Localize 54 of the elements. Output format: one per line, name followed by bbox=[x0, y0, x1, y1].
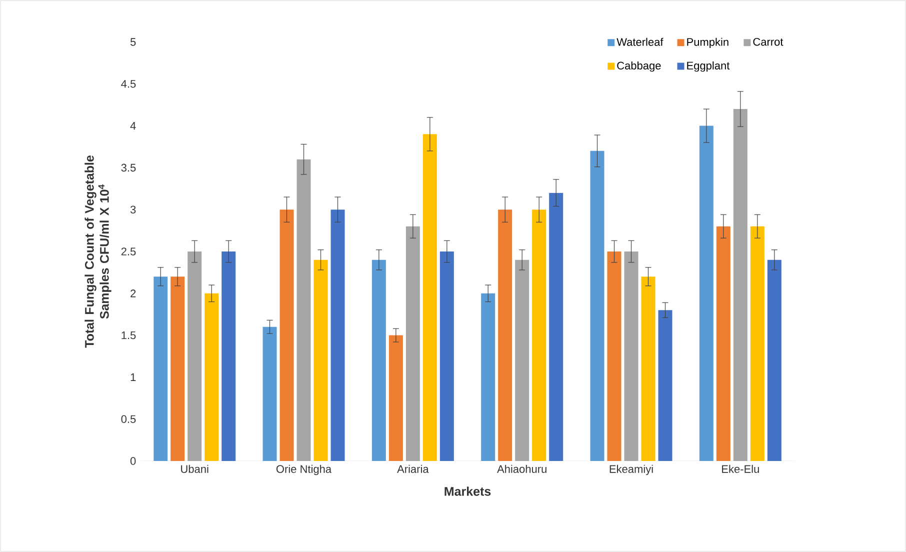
bar bbox=[406, 226, 420, 461]
bar bbox=[549, 192, 564, 461]
x-tick-label: Eke-Elu bbox=[722, 464, 759, 473]
bar bbox=[767, 260, 782, 461]
y-tick-label: 4 bbox=[130, 122, 136, 130]
bar bbox=[296, 159, 311, 461]
legend-label: Pumpkin bbox=[687, 38, 728, 48]
bar bbox=[750, 226, 764, 461]
x-tick-label: Ahiaohuru bbox=[497, 464, 546, 473]
legend-label: Carrot bbox=[753, 38, 784, 46]
bar bbox=[204, 293, 219, 461]
y-tick-label: 4.5 bbox=[121, 80, 136, 88]
y-tick-label: 3.5 bbox=[121, 164, 136, 172]
bar bbox=[170, 276, 185, 461]
bar bbox=[699, 126, 714, 461]
bar bbox=[280, 210, 294, 461]
y-tick-label: 2 bbox=[130, 290, 136, 298]
bar bbox=[532, 210, 546, 461]
x-axis-title: Markets bbox=[444, 486, 491, 496]
bar bbox=[515, 260, 530, 461]
x-tick-label: Ubani bbox=[181, 464, 208, 473]
x-tick-label: Orie Ntigha bbox=[276, 464, 332, 476]
bar bbox=[262, 326, 277, 461]
bar bbox=[330, 210, 345, 461]
legend-label: Eggplant bbox=[687, 61, 730, 72]
y-tick-label: 1.5 bbox=[122, 331, 136, 340]
bar bbox=[422, 134, 437, 461]
bar bbox=[154, 276, 168, 461]
x-tick-label: Ariaria bbox=[397, 464, 429, 473]
y-tick-label: 1 bbox=[130, 373, 136, 381]
bar bbox=[388, 335, 403, 461]
y-tick-label: 0.5 bbox=[121, 415, 136, 423]
bar bbox=[314, 260, 328, 461]
legend-label: Waterleaf bbox=[616, 38, 664, 46]
legend-label: Cabbage bbox=[617, 61, 661, 72]
bar bbox=[498, 210, 512, 461]
bar bbox=[624, 251, 638, 461]
bar bbox=[188, 251, 202, 461]
bar bbox=[641, 276, 656, 461]
y-tick-label: 3 bbox=[130, 206, 136, 214]
bar bbox=[716, 226, 730, 461]
bar bbox=[222, 251, 236, 461]
y-tick-label: 5 bbox=[130, 38, 136, 46]
bar bbox=[481, 293, 496, 461]
bar bbox=[440, 251, 454, 461]
y-axis-title: Total Fungal Count of Vegetable Samples CFU/ml X 10$^{4}$ bbox=[84, 155, 112, 348]
y-tick-label: 0 bbox=[130, 457, 136, 465]
bar bbox=[733, 109, 748, 461]
bar bbox=[590, 150, 604, 461]
bar bbox=[372, 260, 386, 461]
bar bbox=[607, 251, 622, 461]
bar bbox=[658, 310, 672, 461]
y-tick-label: 2.5 bbox=[121, 248, 136, 256]
x-tick-label: Ekeamiyi bbox=[610, 464, 653, 476]
